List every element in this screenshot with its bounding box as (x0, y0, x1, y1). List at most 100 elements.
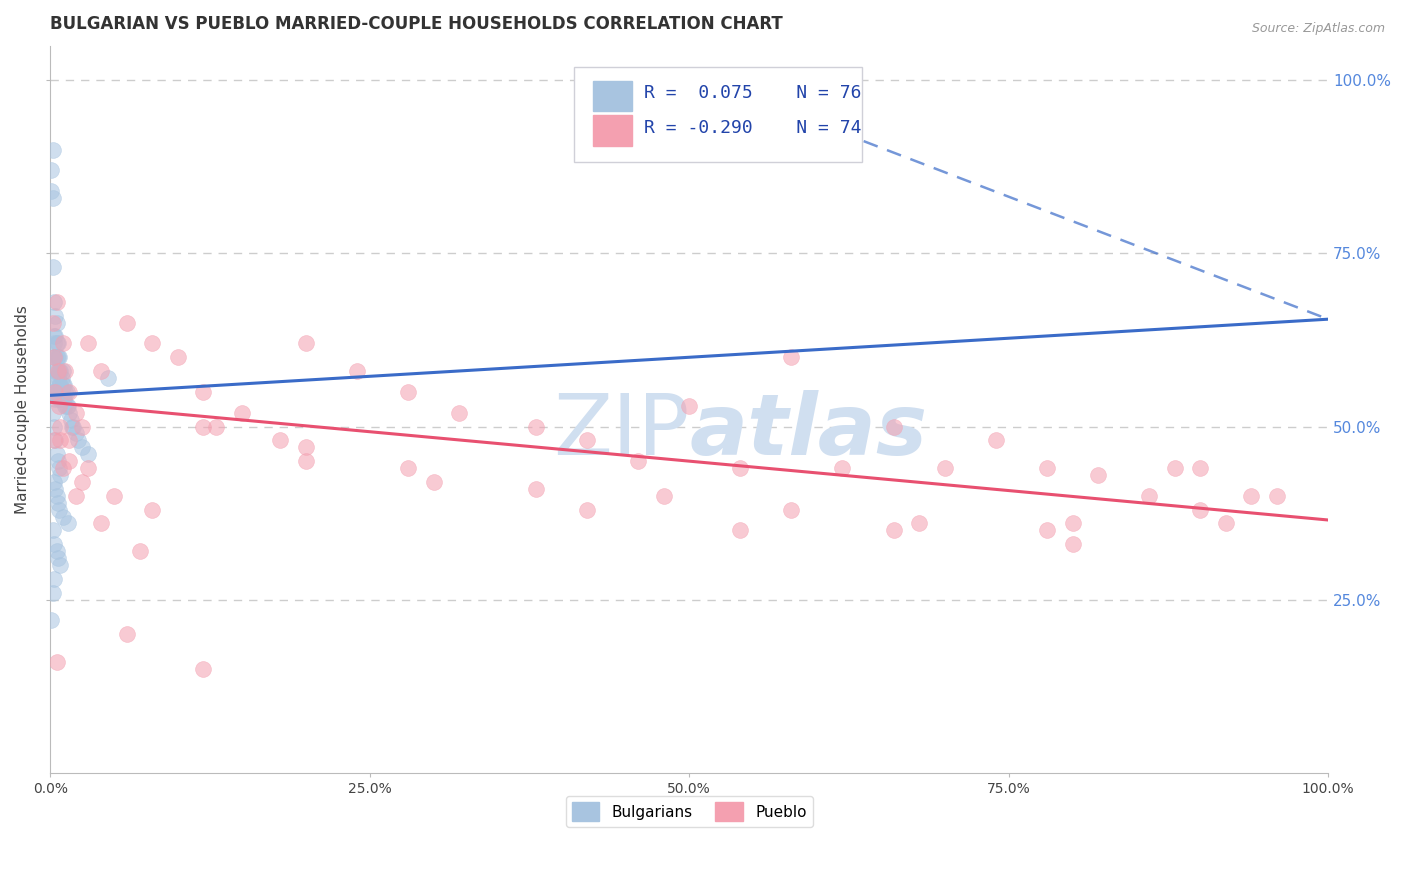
Point (52, 509, 75, 524)
Point (42, 384, 65, 399)
Point (422, 475, 444, 489)
Point (42, 294, 65, 309)
Point (396, 384, 419, 399)
Point (294, 336, 316, 351)
Point (1240, 489, 1263, 503)
Point (49, 467, 72, 482)
Point (46, 384, 69, 399)
Point (41, 184, 63, 198)
Point (524, 482, 547, 496)
Point (41, 406, 63, 420)
Point (1137, 489, 1160, 503)
Point (56, 399, 79, 413)
Point (55, 399, 77, 413)
Point (49, 364, 72, 378)
Point (48, 399, 70, 413)
Point (575, 502, 598, 516)
Point (42, 351, 65, 365)
Point (45, 294, 67, 309)
Point (53, 392, 76, 406)
Point (45, 336, 67, 351)
Point (70, 440, 93, 454)
Text: atlas: atlas (689, 390, 928, 473)
Point (193, 419, 215, 434)
Point (193, 662, 215, 676)
Point (46, 551, 69, 566)
Point (269, 434, 291, 448)
Point (41, 260, 63, 275)
Point (77, 447, 100, 461)
Point (1062, 537, 1084, 551)
Legend: Bulgarians, Pueblo: Bulgarians, Pueblo (565, 796, 813, 827)
Point (1189, 502, 1212, 516)
Point (45, 351, 67, 365)
Point (49, 419, 72, 434)
Point (55, 399, 77, 413)
Point (58, 406, 80, 420)
Point (65, 426, 87, 441)
Point (231, 406, 253, 420)
Point (984, 434, 1007, 448)
Point (524, 419, 547, 434)
Point (396, 461, 419, 475)
Point (1265, 489, 1288, 503)
Point (1189, 461, 1212, 475)
Point (42, 419, 65, 434)
Point (728, 524, 751, 538)
Point (48, 502, 70, 516)
Point (42, 572, 65, 586)
Point (44, 329, 66, 343)
Point (41, 316, 63, 330)
Point (55, 364, 77, 378)
Text: R =  0.075    N = 76: R = 0.075 N = 76 (644, 84, 862, 102)
Point (42, 475, 65, 489)
Point (44, 309, 66, 323)
Point (46, 496, 69, 510)
Text: ZIP: ZIP (553, 390, 689, 473)
Point (59, 412, 82, 426)
Point (48, 378, 70, 392)
Point (294, 454, 316, 468)
Point (1215, 516, 1237, 531)
Point (780, 351, 803, 365)
Point (41, 351, 63, 365)
Point (294, 440, 316, 454)
Point (48, 392, 70, 406)
Point (1036, 524, 1059, 538)
Point (45, 447, 67, 461)
Point (41, 191, 63, 205)
Point (46, 336, 69, 351)
Point (42, 336, 65, 351)
Point (42, 364, 65, 378)
Point (41, 585, 63, 599)
Text: BULGARIAN VS PUEBLO MARRIED-COUPLE HOUSEHOLDS CORRELATION CHART: BULGARIAN VS PUEBLO MARRIED-COUPLE HOUSE… (51, 15, 783, 33)
Point (780, 502, 803, 516)
Point (45, 489, 67, 503)
Point (70, 475, 93, 489)
Point (46, 371, 69, 385)
Point (48, 461, 70, 475)
Point (97, 371, 120, 385)
Point (56, 516, 79, 531)
Point (46, 364, 69, 378)
Point (52, 378, 75, 392)
Point (41, 163, 63, 178)
Point (883, 419, 905, 434)
Point (55, 384, 77, 399)
Point (58, 434, 80, 448)
Point (42, 537, 65, 551)
Point (65, 489, 87, 503)
Point (103, 489, 125, 503)
Point (41, 524, 63, 538)
Point (52, 392, 75, 406)
Point (42, 329, 65, 343)
Point (45, 544, 67, 558)
Point (70, 419, 93, 434)
Point (45, 364, 67, 378)
Point (205, 419, 228, 434)
Point (52, 461, 75, 475)
Point (128, 544, 150, 558)
Point (115, 627, 138, 641)
Point (141, 502, 163, 516)
Point (883, 524, 905, 538)
